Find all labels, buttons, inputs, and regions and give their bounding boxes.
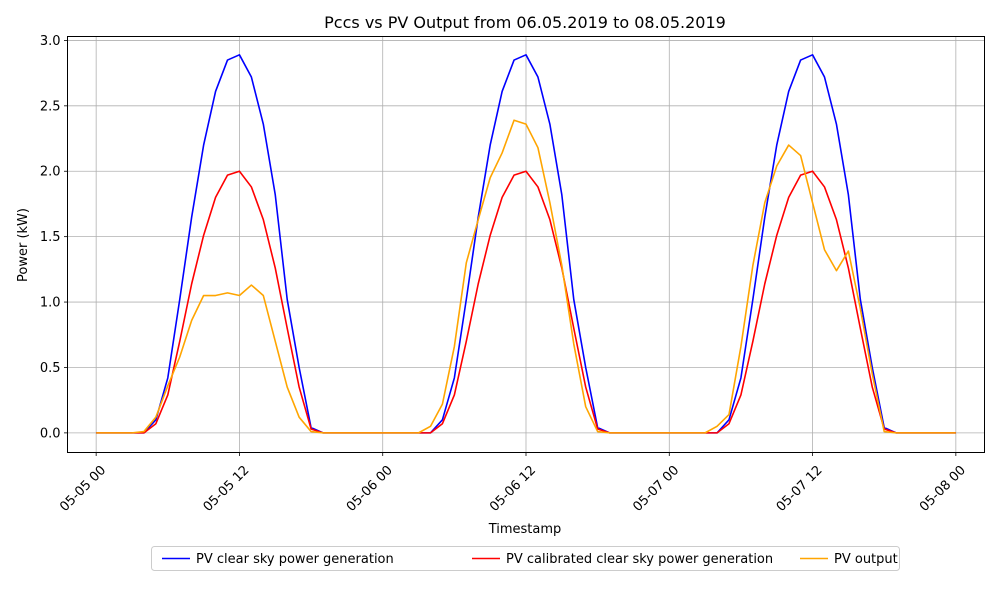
x-axis-label: Timestamp	[488, 522, 562, 537]
chart-title: Pccs vs PV Output from 06.05.2019 to 08.…	[324, 13, 726, 32]
legend-label-3: PV output	[834, 552, 898, 567]
legend-box	[151, 546, 900, 571]
grid	[67, 36, 985, 453]
series-line-2	[96, 170, 956, 434]
y-axis-label: Power (kW)	[16, 208, 31, 282]
legend-label-1: PV clear sky power generation	[196, 552, 394, 567]
y-tick-label: 3.0	[40, 34, 61, 49]
y-tick-label: 0.0	[40, 426, 61, 441]
series-line-1	[96, 54, 956, 434]
y-tick-label: 2.5	[40, 99, 61, 114]
legend: PV clear sky power generation PV calibrat…	[151, 546, 900, 571]
y-axis-ticks: 0.0 0.5 1.0 1.5 2.0 2.5 3.0	[40, 34, 68, 441]
series-line-3	[96, 119, 956, 434]
y-tick-label: 1.5	[40, 230, 61, 245]
legend-label-2: PV calibrated clear sky power generation	[506, 552, 773, 567]
y-tick-label: 0.5	[40, 361, 61, 376]
series-lines	[96, 54, 956, 434]
y-tick-label: 1.0	[40, 296, 61, 311]
y-tick-label: 2.0	[40, 165, 61, 180]
